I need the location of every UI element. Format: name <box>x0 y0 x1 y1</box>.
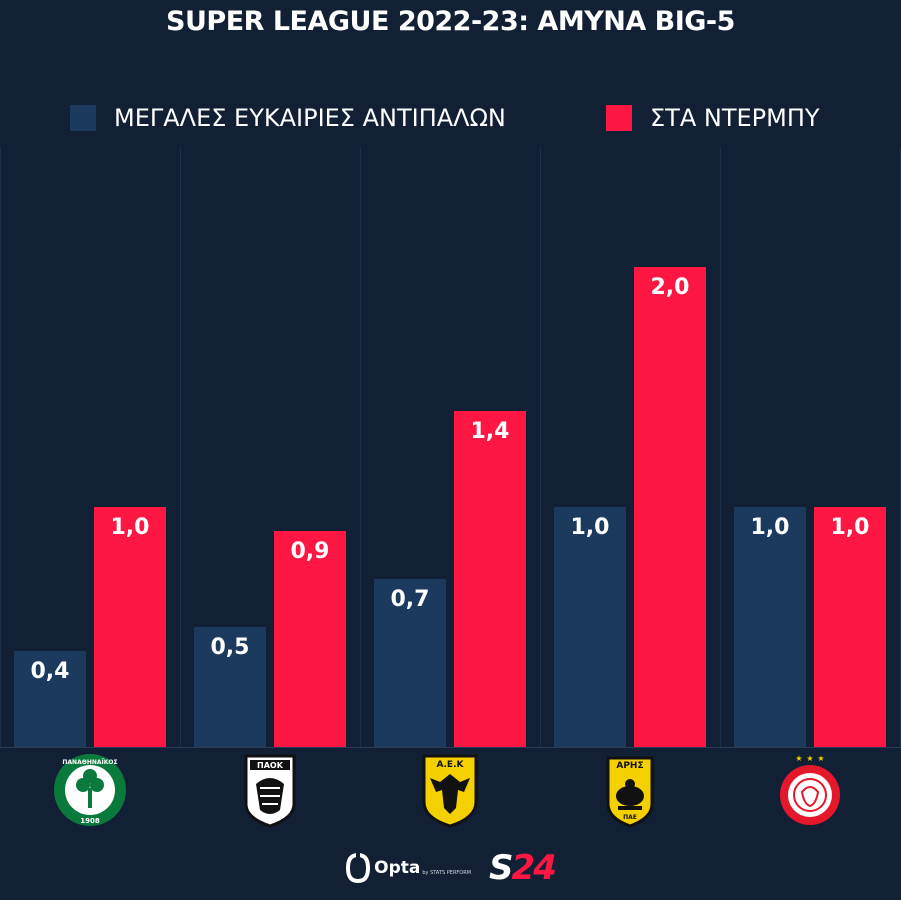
svg-text:ΠΑΟΚ: ΠΑΟΚ <box>257 761 284 770</box>
panathinaikos-logo: ΠΑΝΑΘΗΝΑΪΚΟΣ 1908 <box>52 752 128 828</box>
data-label-derbies-3: 2,0 <box>651 275 690 300</box>
svg-text:1908: 1908 <box>80 817 100 825</box>
data-label-derbies-1: 0,9 <box>291 539 330 564</box>
data-label-opponent-chances-2: 0,7 <box>391 587 430 612</box>
bar-opponent-chances-0 <box>14 651 86 747</box>
bar-derbies-3 <box>634 267 706 747</box>
aek-logo: Α.Ε.Κ <box>412 752 488 828</box>
data-label-opponent-chances-3: 1,0 <box>571 515 610 540</box>
bar-opponent-chances-4 <box>734 507 806 747</box>
data-label-derbies-0: 1,0 <box>111 515 150 540</box>
footer-branding: Opta by STATS PERFORM S24 <box>0 848 901 888</box>
svg-text:Α.Ε.Κ: Α.Ε.Κ <box>437 760 465 770</box>
data-label-opponent-chances-1: 0,5 <box>211 635 250 660</box>
svg-text:ΠΑΕ: ΠΑΕ <box>623 814 637 821</box>
bar-derbies-0 <box>94 507 166 747</box>
data-label-derbies-4: 1,0 <box>831 515 870 540</box>
svg-text:★: ★ <box>795 754 802 763</box>
opta-subtitle: by STATS PERFORM <box>422 870 472 876</box>
bar-opponent-chances-3 <box>554 507 626 747</box>
svg-text:ΠΑΝΑΘΗΝΑΪΚΟΣ: ΠΑΝΑΘΗΝΑΪΚΟΣ <box>62 759 117 766</box>
opta-icon <box>346 853 371 883</box>
legend-item-derbies: ΣΤΑ ΝΤΕΡΜΠΥ <box>606 104 820 132</box>
chart-title: SUPER LEAGUE 2022-23: ΑΜΥΝΑ BIG-5 <box>166 6 735 37</box>
bar-opponent-chances-1 <box>194 627 266 747</box>
s24-number: 24 <box>511 848 557 888</box>
svg-text:★: ★ <box>806 754 813 763</box>
paok-logo: ΠΑΟΚ <box>232 752 308 828</box>
data-label-derbies-2: 1,4 <box>471 419 510 444</box>
bar-opponent-chances-2 <box>374 579 446 747</box>
olympiacos-logo: ★ ★ ★ <box>772 752 848 828</box>
legend-swatch-navy <box>70 105 96 131</box>
opta-logo-text: Opta <box>374 858 421 878</box>
bar-derbies-1 <box>274 531 346 747</box>
svg-text:★: ★ <box>817 754 824 763</box>
legend-label-opponent-chances: ΜΕΓΑΛΕΣ ΕΥΚΑΙΡΙΕΣ ΑΝΤΙΠΑΛΩΝ <box>114 104 506 132</box>
legend-swatch-red <box>606 105 632 131</box>
s24-letter: S <box>489 848 513 888</box>
legend-label-derbies: ΣΤΑ ΝΤΕΡΜΠΥ <box>650 104 820 132</box>
aris-logo: ΑΡΗΣ ΠΑΕ <box>592 752 668 828</box>
s24-logo: S24 <box>489 848 557 888</box>
data-label-opponent-chances-4: 1,0 <box>751 515 790 540</box>
bar-derbies-4 <box>814 507 886 747</box>
bar-derbies-2 <box>454 411 526 747</box>
legend-item-opponent-chances: ΜΕΓΑΛΕΣ ΕΥΚΑΙΡΙΕΣ ΑΝΤΙΠΑΛΩΝ <box>70 104 506 132</box>
svg-text:ΑΡΗΣ: ΑΡΗΣ <box>616 761 643 771</box>
data-label-opponent-chances-0: 0,4 <box>31 659 70 684</box>
